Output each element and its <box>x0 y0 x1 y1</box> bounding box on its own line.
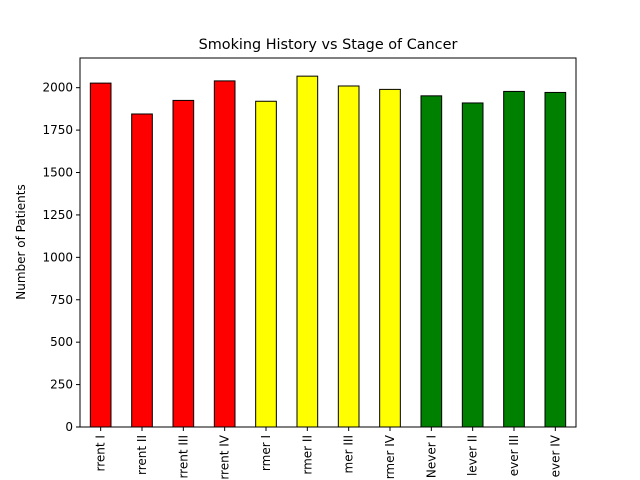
y-axis-label: Number of Patients <box>14 184 28 299</box>
x-tick-label-11: ever III <box>507 435 521 476</box>
y-tick-label-4: 750 <box>50 293 73 307</box>
x-tick-label-5: rmer I <box>259 435 273 471</box>
x-tick-label-3: rrent III <box>176 435 190 479</box>
y-tick-label-7: 1500 <box>42 166 73 180</box>
axes-layer <box>79 57 577 428</box>
bar-7 <box>337 85 360 428</box>
y-tick-label-8: 1750 <box>42 123 73 137</box>
bar-4 <box>213 80 236 428</box>
bars-layer <box>89 75 567 428</box>
bar-2 <box>131 113 153 428</box>
y-tick-label-5: 1000 <box>42 250 73 264</box>
x-tick-label-8: rmer IV <box>383 434 397 479</box>
y-tick-label-6: 1250 <box>42 208 73 222</box>
x-tick-label-7: mer III <box>342 435 356 473</box>
x-tick-label-6: rmer II <box>300 435 314 475</box>
bar-5 <box>255 100 277 428</box>
x-tick-label-1: rrent I <box>94 435 108 471</box>
x-tick-label-12: ever IV <box>548 434 562 477</box>
y-tick-label-3: 500 <box>50 335 73 349</box>
x-tick-label-10: lever II <box>466 435 480 476</box>
ticks-layer: 0 250 500 750 1000 1250 1500 1750 2000 rrent I rre… <box>42 81 562 480</box>
bar-11 <box>503 90 525 428</box>
chart-title: Smoking History vs Stage of Cancer <box>199 37 458 53</box>
y-tick-label-2: 250 <box>50 378 73 392</box>
bar-1 <box>89 82 112 428</box>
plot-frame <box>79 57 577 428</box>
y-tick-label-1: 0 <box>65 420 73 434</box>
x-tick-label-2: rrent II <box>135 435 149 475</box>
x-tick-label-4: rrent IV <box>218 434 232 479</box>
bar-9 <box>420 95 443 428</box>
bar-12 <box>544 91 567 428</box>
x-tick-label-9: Never I <box>424 435 438 478</box>
bar-8 <box>379 88 401 428</box>
y-tick-label-9: 2000 <box>42 81 73 95</box>
bar-6 <box>296 75 319 428</box>
bar-10 <box>461 102 484 428</box>
bar-3 <box>172 99 195 428</box>
